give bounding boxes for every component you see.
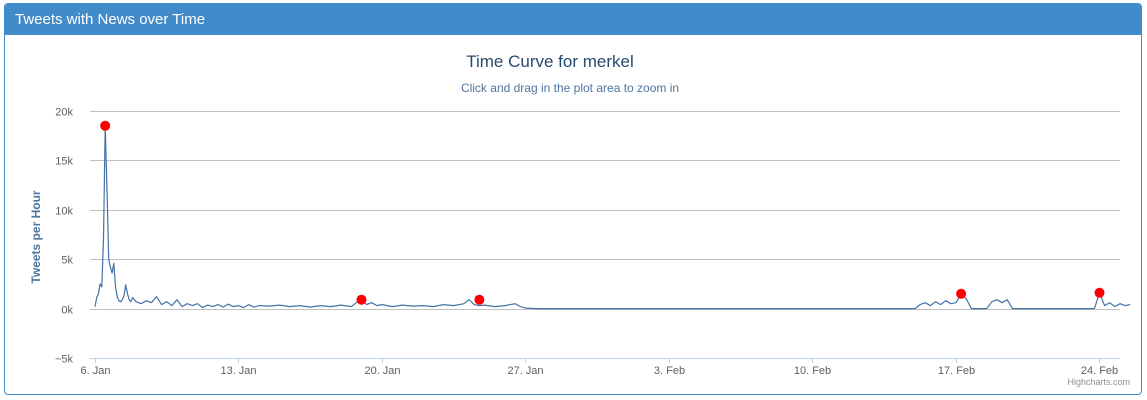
x-tick-label: 24. Feb	[1081, 365, 1118, 377]
chart-panel: Tweets with News over Time Time Curve fo…	[4, 3, 1142, 395]
news-marker	[100, 120, 111, 131]
x-tick-label: 10. Feb	[794, 365, 831, 377]
time-curve-chart[interactable]: Time Curve for merkel Click and drag in …	[5, 4, 1142, 395]
chart-subtitle: Click and drag in the plot area to zoom …	[461, 81, 679, 95]
y-tick-label: 10k	[55, 206, 73, 218]
highcharts-credits[interactable]: Highcharts.com	[1067, 377, 1130, 387]
y-axis-title: Tweets per Hour	[29, 190, 43, 283]
news-marker	[1094, 287, 1105, 298]
y-tick-label: −5k	[55, 354, 74, 366]
x-tick-label: 17. Feb	[938, 365, 975, 377]
markers-layer	[100, 120, 1105, 305]
y-tick-label: 5k	[61, 255, 73, 267]
y-tick-label: 0k	[61, 305, 73, 317]
news-marker	[356, 294, 367, 305]
x-axis: 6. Jan 13. Jan 20. Jan 27. Jan 3. Feb 10. Feb…	[81, 358, 1120, 377]
news-marker	[474, 294, 485, 305]
x-tick-label: 27. Jan	[507, 365, 543, 377]
y-axis-ticks: 20k 15k 10k 5k 0k −5k	[55, 107, 74, 366]
x-tick-label: 3. Feb	[654, 365, 685, 377]
y-tick-label: 15k	[55, 156, 73, 168]
y-tick-label: 20k	[55, 107, 73, 119]
x-tick-label: 20. Jan	[364, 365, 400, 377]
x-tick-label: 13. Jan	[220, 365, 256, 377]
panel-heading: Tweets with News over Time	[5, 4, 1141, 35]
news-marker	[956, 288, 967, 299]
series-line	[94, 125, 1131, 310]
chart-title: Time Curve for merkel	[466, 52, 634, 71]
grid-lines	[90, 111, 1120, 310]
series-layer	[94, 125, 1131, 310]
x-tick-label: 6. Jan	[81, 365, 111, 377]
